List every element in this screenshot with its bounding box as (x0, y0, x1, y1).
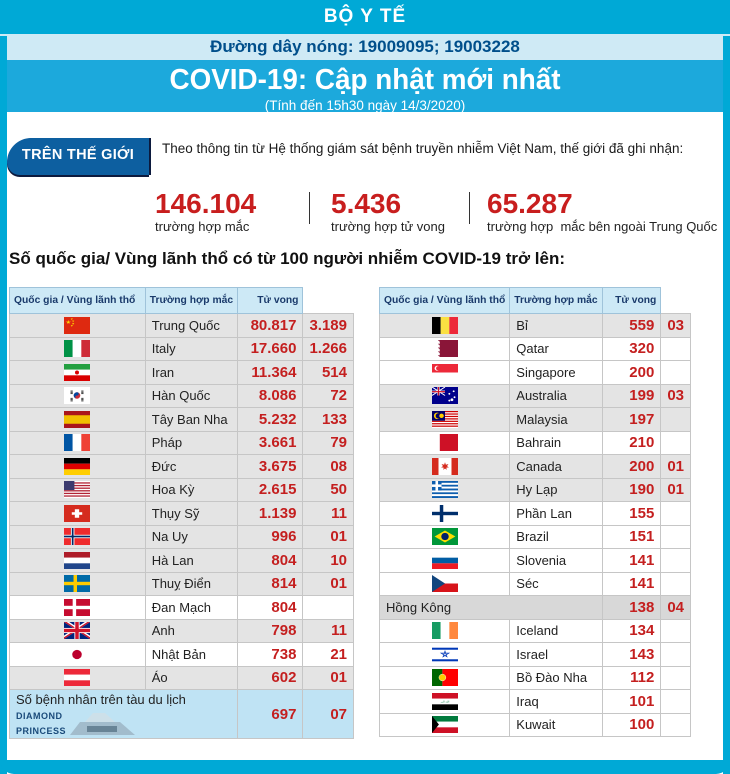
svg-text:الله اكبر: الله اكبر (439, 699, 449, 703)
